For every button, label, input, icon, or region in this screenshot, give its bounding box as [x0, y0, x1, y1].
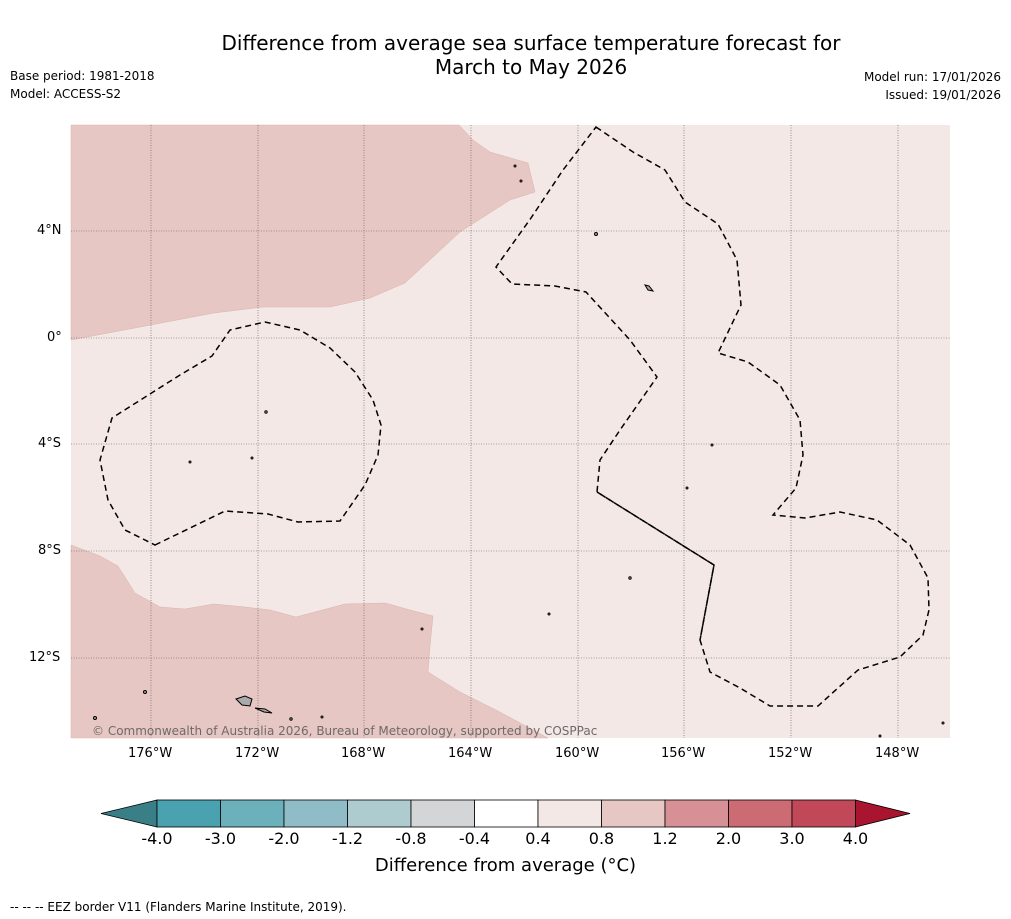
- model-run: Model run: 17/01/2026: [863, 70, 1001, 84]
- island-flint: [710, 443, 714, 447]
- colorbar-segment: [728, 799, 793, 828]
- colorbar-segment: [347, 799, 412, 828]
- colorbar-segment: [537, 799, 602, 828]
- island-vostok: [685, 486, 689, 490]
- island-canton: [264, 410, 268, 414]
- colorbar-title: Difference from average (°C): [374, 855, 637, 876]
- colorbar-segment: [283, 799, 348, 828]
- colorbar-tick-label: -0.8: [395, 829, 427, 848]
- colorbar-tick-label: -2.0: [268, 829, 300, 848]
- island-fanning: [519, 179, 523, 183]
- lat-label-12s: 12°S: [29, 650, 61, 665]
- copyright-notice: © Commonwealth of Australia 2026, Bureau…: [92, 724, 598, 738]
- island-tokelau-1: [250, 456, 254, 460]
- island-tutuila: [289, 717, 293, 721]
- issued-date: Issued: 19/01/2026: [885, 88, 1001, 102]
- island-futuna: [93, 716, 97, 720]
- eez-border-kiribati: [495, 125, 930, 707]
- colorbar-tick-label: -3.0: [204, 829, 237, 848]
- island-malden: [643, 284, 655, 292]
- lat-label-0: 0°: [47, 330, 62, 345]
- colorbar-segment: [156, 799, 221, 828]
- island-pukapuka: [420, 627, 424, 631]
- island-east: [941, 721, 945, 725]
- colorbar-tick-label: 4.0: [842, 829, 869, 848]
- lat-label-4n: 4°N: [37, 223, 62, 238]
- title-line-2: March to May 2026: [434, 55, 628, 79]
- colorbar-tick-label: -4.0: [141, 829, 173, 848]
- lat-label-4s: 4°S: [38, 436, 62, 451]
- islands: [93, 164, 945, 738]
- island-wallis: [143, 690, 147, 694]
- colorbar: [100, 799, 911, 828]
- gridlines: [71, 125, 950, 738]
- colorbar-segment: [220, 799, 285, 828]
- colorbar-extend-below: [100, 799, 158, 828]
- lon-label-168w: 168°W: [341, 746, 386, 761]
- warm-region-north: [70, 124, 536, 341]
- lon-label-172w: 172°W: [235, 746, 280, 761]
- lon-label-148w: 148°W: [875, 746, 920, 761]
- island-upolu: [254, 707, 273, 714]
- island-suwarrow: [547, 612, 551, 616]
- eez-border-tokelau: [99, 321, 382, 546]
- model-name: Model: ACCESS-S2: [10, 87, 122, 101]
- island-southeast: [878, 734, 882, 738]
- lon-label-152w: 152°W: [768, 746, 813, 761]
- eez-footnote: -- -- -- EEZ border V11 (Flanders Marine…: [10, 900, 347, 914]
- lon-label-156w: 156°W: [661, 746, 706, 761]
- island-savaii: [235, 695, 253, 707]
- lon-label-160w: 160°W: [555, 746, 600, 761]
- island-tokelau-2: [188, 460, 192, 464]
- lon-label-164w: 164°W: [448, 746, 493, 761]
- meta-left: Base period: 1981-2018 Model: ACCESS-S2: [10, 67, 155, 103]
- island-tabuaeran: [513, 164, 517, 168]
- colorbar-extend-above: [855, 799, 911, 828]
- eez-borders: [99, 125, 930, 707]
- colorbar-tick-label: 1.2: [652, 829, 678, 848]
- colorbar-segment: [601, 799, 666, 828]
- meta-right: Model run: 17/01/2026 Issued: 19/01/2026: [864, 68, 1001, 104]
- warm-region-south: [70, 544, 549, 739]
- island-jarvis: [594, 232, 598, 236]
- map-title: Difference from average sea surface temp…: [0, 31, 1011, 79]
- colorbar-tick-label: -1.2: [331, 829, 364, 848]
- island-penrhyn: [628, 576, 632, 580]
- colorbar-segment: [664, 799, 729, 828]
- colorbar-segment: [791, 799, 856, 828]
- colorbar-segment: [474, 799, 539, 828]
- colorbar-segment: [410, 799, 475, 828]
- lon-label-176w: 176°W: [128, 746, 173, 761]
- title-line-1: Difference from average sea surface temp…: [221, 31, 841, 55]
- base-period: Base period: 1981-2018: [10, 69, 155, 83]
- colorbar-tick-label: 0.4: [525, 829, 551, 848]
- lat-label-8s: 8°S: [38, 543, 62, 558]
- colorbar-tick-label: 0.8: [588, 829, 615, 848]
- colorbar-tick-label: -0.4: [458, 829, 491, 848]
- eez-border-cook-islands: [596, 491, 715, 641]
- colorbar-tick-label: 2.0: [715, 829, 742, 848]
- island-manua: [320, 715, 324, 719]
- colorbar-tick-label: 3.0: [779, 829, 805, 848]
